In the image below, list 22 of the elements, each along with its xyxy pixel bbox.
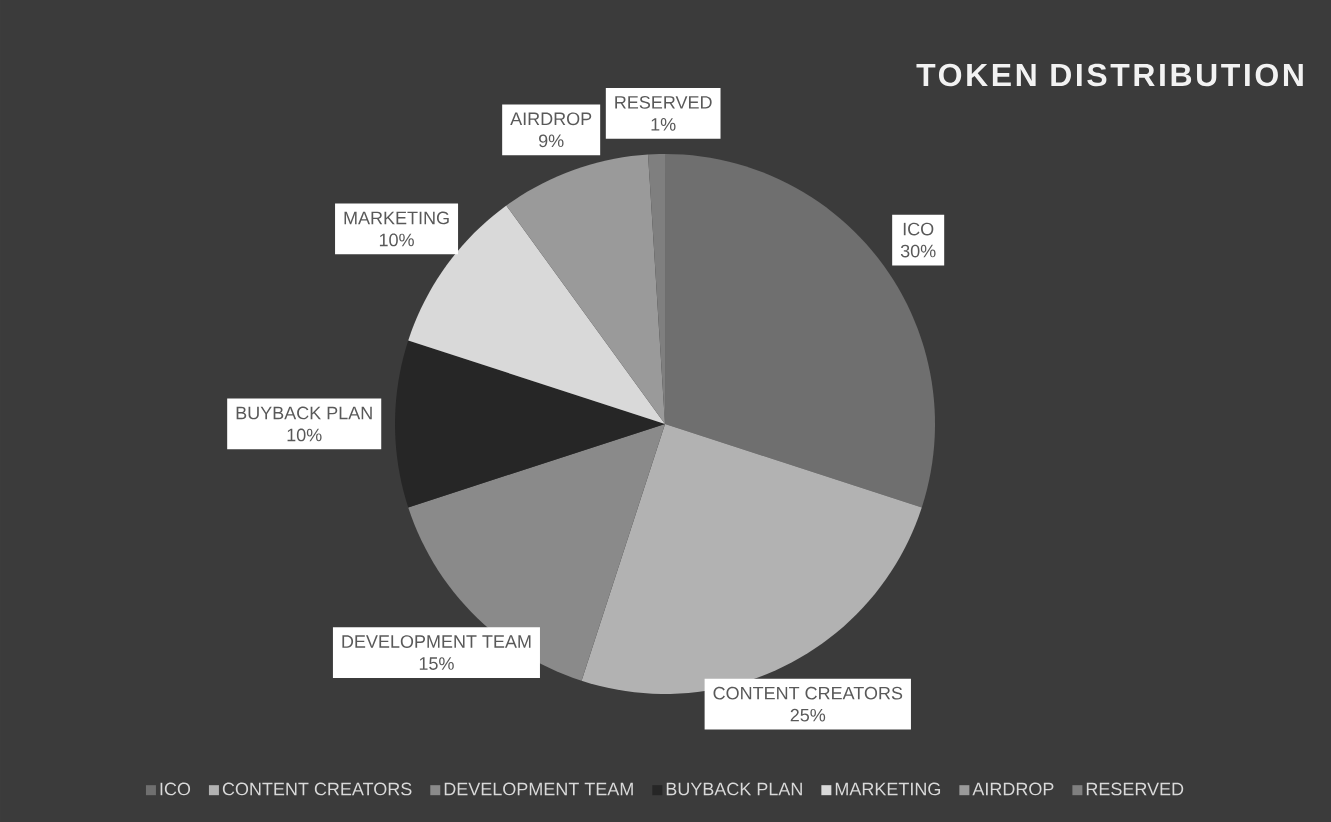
legend-label: AIRDROP <box>972 782 1054 796</box>
data-label: 9% <box>539 134 564 148</box>
data-label: 1% <box>651 118 676 131</box>
legend-label: ICO <box>160 782 191 796</box>
data-label: 15% <box>419 657 454 670</box>
slice-label: BUYBACK PLAN <box>236 406 372 420</box>
legend-label: BUYBACK PLAN <box>666 782 802 796</box>
data-label: 25% <box>790 708 826 722</box>
chart-title: TOKEN DISTRIBUTION <box>916 63 1303 87</box>
data-label: 10% <box>287 428 322 442</box>
slice-label: AIRDROP <box>510 112 592 126</box>
slice-label: DEVELOPMENT TEAM <box>342 635 531 648</box>
slice-label: ICO <box>903 222 934 236</box>
data-label: 30% <box>900 244 936 258</box>
slice-label: MARKETING <box>344 211 449 225</box>
slice-label: RESERVED <box>615 95 712 109</box>
slice-label: CONTENT CREATORS <box>713 686 903 700</box>
legend-label: CONTENT CREATORS <box>222 782 412 796</box>
legend-label: RESERVED <box>1086 782 1184 796</box>
data-label: 10% <box>379 233 414 247</box>
legend-label: DEVELOPMENT TEAM <box>444 782 633 796</box>
legend-label: MARKETING <box>835 782 941 796</box>
